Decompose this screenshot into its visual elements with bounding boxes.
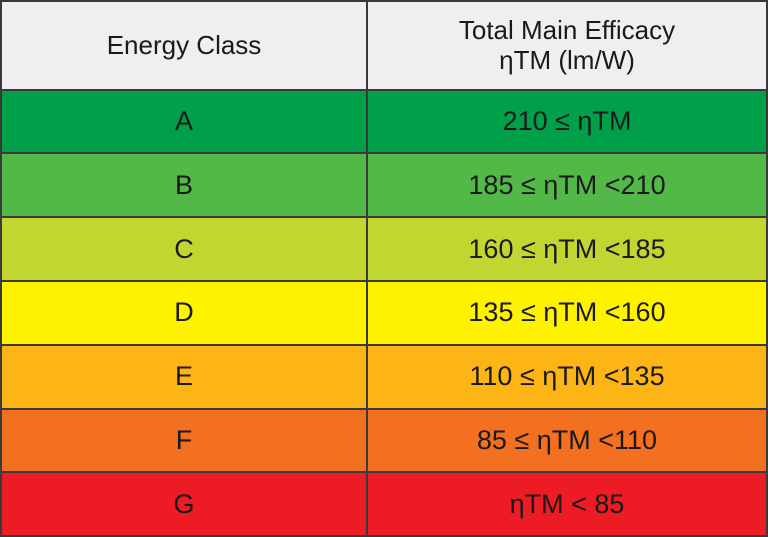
table-row-c: C 160 ≤ ηTM <185 [2,218,766,282]
class-cell: G [2,473,368,536]
class-cell: E [2,345,368,408]
header-efficacy-label-line2: ηTM (lm/W) [499,45,635,76]
class-cell: A [2,90,368,153]
header-cell-energy-class: Energy Class [2,2,368,89]
class-label: A [174,106,193,137]
table-row-f: F 85 ≤ ηTM <110 [2,409,766,474]
range-label: 135 ≤ ηTM <160 [468,297,666,328]
range-cell: 185 ≤ ηTM <210 [368,154,766,216]
header-cell-efficacy: Total Main Efficacy ηTM (lm/W) [368,2,766,89]
range-cell: ηTM < 85 [368,473,766,535]
range-cell: 160 ≤ ηTM <185 [368,218,766,280]
table-row-g: G ηTM < 85 [2,473,766,536]
class-label: E [174,361,193,392]
class-cell: B [2,154,368,217]
class-cell: D [2,281,368,344]
class-label: G [173,488,195,519]
header-efficacy-label-line1: Total Main Efficacy [458,15,676,46]
range-label: 185 ≤ ηTM <210 [468,169,666,200]
class-label: F [175,424,193,455]
class-cell: F [2,409,368,472]
range-label: 210 ≤ ηTM [502,106,632,137]
table-row-b: B 185 ≤ ηTM <210 [2,154,766,219]
range-label: 110 ≤ ηTM <135 [469,361,665,392]
range-cell: 135 ≤ ηTM <160 [368,282,766,344]
range-label: 85 ≤ ηTM <110 [476,424,658,455]
table-header-row: Energy Class Total Main Efficacy ηTM (lm… [2,2,766,91]
range-label: 160 ≤ ηTM <185 [468,233,666,264]
class-label: C [174,233,194,264]
table-row-d: D 135 ≤ ηTM <160 [2,281,766,346]
table-row-a: A 210 ≤ ηTM [2,90,766,155]
range-cell: 110 ≤ ηTM <135 [368,346,766,408]
class-label: D [174,297,194,328]
range-label: ηTM < 85 [509,488,625,519]
header-energy-class-label: Energy Class [106,30,262,61]
class-cell: C [2,218,368,280]
range-cell: 85 ≤ ηTM <110 [368,410,766,472]
range-cell: 210 ≤ ηTM [368,91,766,153]
class-label: B [174,169,193,200]
table-row-e: E 110 ≤ ηTM <135 [2,345,766,410]
